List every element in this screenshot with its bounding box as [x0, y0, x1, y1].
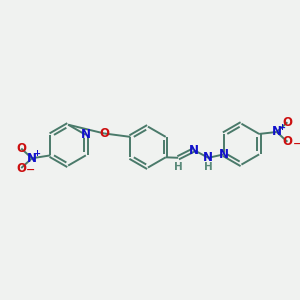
Text: N: N: [219, 148, 229, 161]
Text: H: H: [174, 162, 182, 172]
Text: N: N: [81, 128, 91, 141]
Text: H: H: [204, 162, 213, 172]
Text: O: O: [16, 142, 26, 155]
Text: +: +: [33, 149, 40, 158]
Text: O: O: [282, 135, 292, 148]
Text: −: −: [26, 165, 36, 175]
Text: N: N: [27, 152, 37, 165]
Text: N: N: [203, 151, 213, 164]
Text: O: O: [99, 127, 109, 140]
Text: O: O: [282, 116, 292, 129]
Text: −: −: [292, 139, 300, 149]
Text: +: +: [278, 123, 285, 132]
Text: N: N: [189, 143, 199, 157]
Text: N: N: [272, 125, 282, 139]
Text: O: O: [16, 161, 26, 175]
